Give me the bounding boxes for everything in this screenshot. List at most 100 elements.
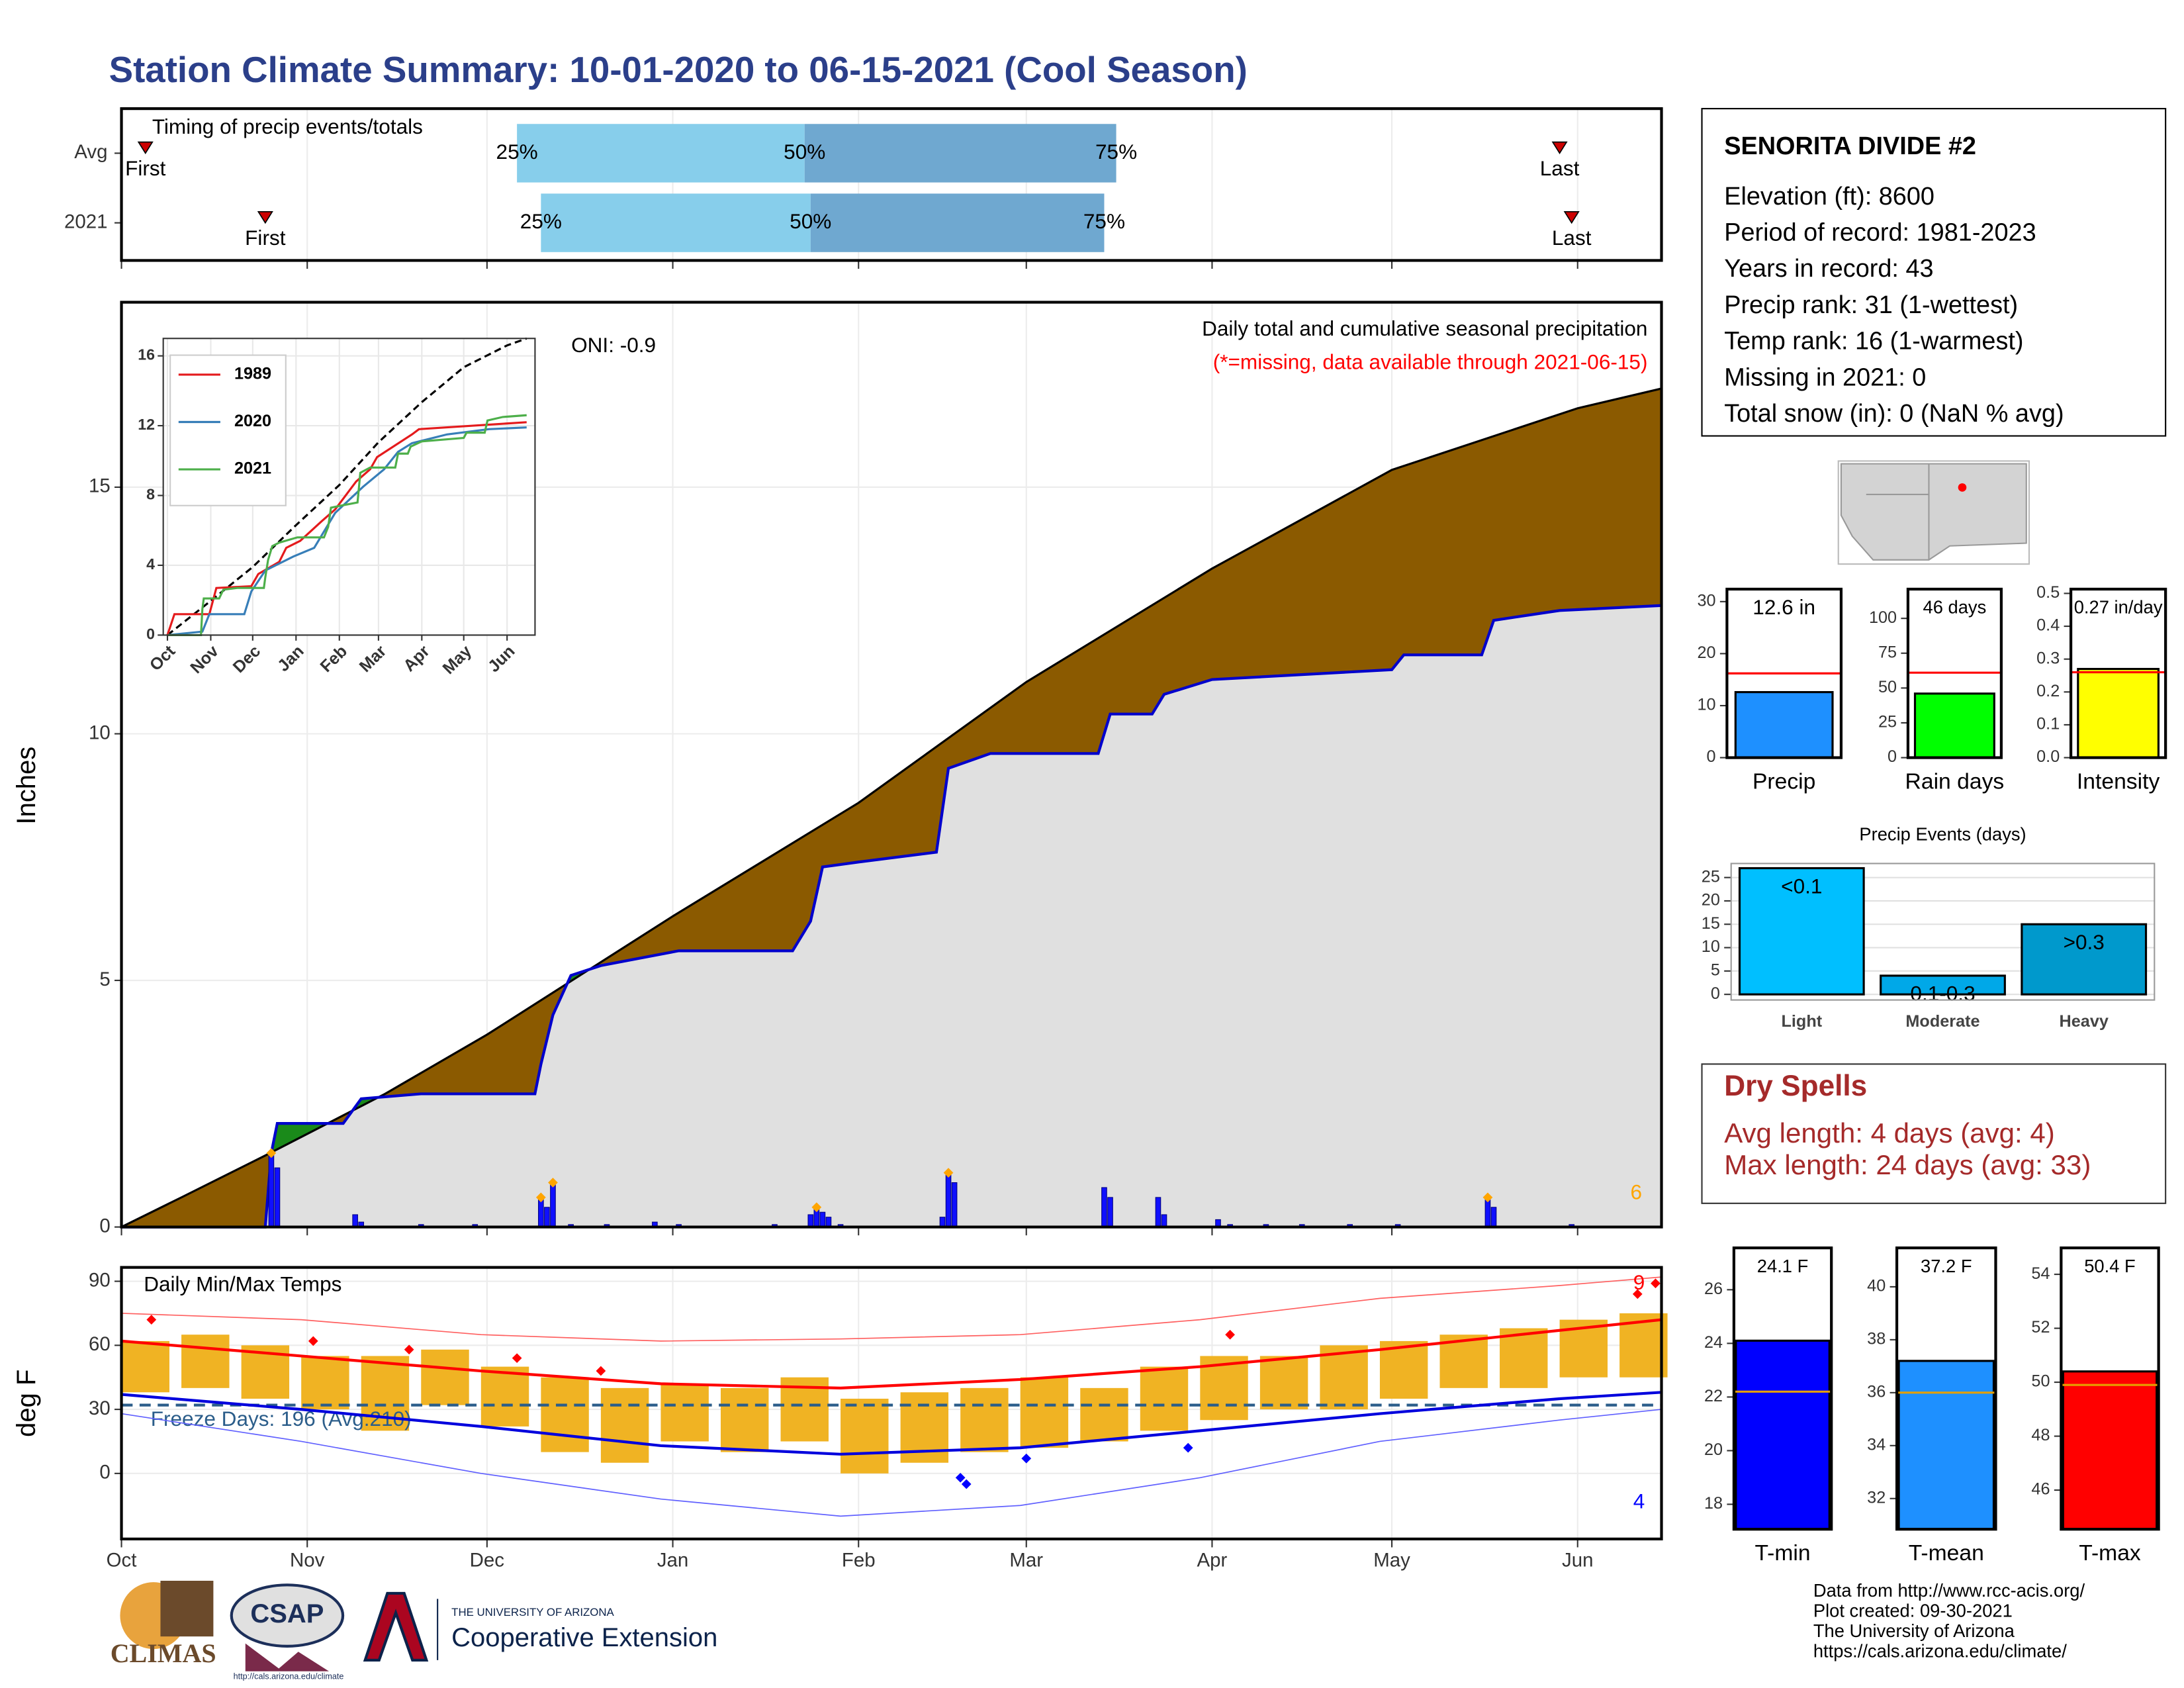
plot-frame (162, 338, 536, 636)
dry-spells-title: Dry Spells (1724, 1070, 1867, 1102)
dry-spells-box (1701, 1063, 2167, 1204)
y-tick-label: 0.1 (2036, 715, 2060, 733)
heavy-marker (535, 1192, 546, 1203)
daily-bar (352, 1214, 358, 1228)
y-tick-label: 22 (1704, 1387, 1723, 1405)
temperature-line (121, 1409, 1662, 1517)
x-tick-label: Jun (1562, 1549, 1593, 1571)
station-location (1958, 483, 1967, 492)
record-high-marker (1651, 1278, 1661, 1289)
temperature-line (121, 1391, 1662, 1456)
station-line: Missing in 2021: 0 (1724, 363, 1926, 391)
daily-range-bar (301, 1356, 349, 1410)
daily-range-bar (1080, 1387, 1128, 1442)
y-tick-label: 24 (1704, 1333, 1723, 1352)
record-high-marker (1225, 1329, 1235, 1340)
y-tick-label: 30 (89, 1397, 111, 1419)
record-low-marker (961, 1479, 972, 1489)
series-line (167, 337, 527, 636)
category-label: Rain days (1905, 769, 2005, 794)
bar (2021, 923, 2148, 996)
station-line: Elevation (ft): 8600 (1724, 183, 1934, 211)
y-tick-label: 100 (1869, 608, 1897, 627)
y-tick-label: 12 (138, 416, 155, 433)
event-marker (257, 211, 273, 224)
daily-bar (939, 1217, 946, 1228)
plot-frame (120, 301, 1663, 1229)
dry-spell-line: Avg length: 4 days (avg: 4) (1724, 1117, 2055, 1149)
daily-bar (1101, 1187, 1107, 1228)
value-label: 12.6 in (1752, 595, 1815, 619)
station-box (1701, 108, 2167, 437)
series-line (167, 426, 527, 636)
dry-spell-line: Max length: 24 days (avg: 33) (1724, 1149, 2091, 1180)
station-name: SENORITA DIVIDE #2 (1724, 132, 1976, 160)
plot-frame (1730, 863, 2156, 1001)
daily-bar (825, 1217, 832, 1228)
daily-bar (819, 1211, 826, 1228)
annotation: ONI: -0.9 (571, 333, 656, 357)
y-tick-label: 10 (1697, 696, 1715, 714)
bar (1897, 1360, 1995, 1530)
y-tick-label: 0 (99, 1215, 110, 1237)
quartile-band (804, 124, 1116, 183)
quartile-label: 25% (520, 209, 562, 233)
station-line: Total snow (in): 0 (NaN % avg) (1724, 400, 2064, 428)
daily-range-bar (541, 1377, 589, 1452)
category-label: T-max (2079, 1541, 2141, 1566)
record-high-marker (404, 1344, 414, 1355)
daily-range-bar (1259, 1356, 1308, 1410)
bar (1735, 1339, 1831, 1530)
station-line: Precip rank: 31 (1-wettest) (1724, 291, 2018, 319)
heavy-marker (548, 1178, 558, 1188)
y-tick-label: 46 (2031, 1480, 2050, 1499)
y-tick-label: 0.5 (2036, 583, 2060, 602)
heavy-marker (1482, 1192, 1493, 1203)
temperature-line (121, 1276, 1662, 1342)
ua-label: THE UNIVERSITY OF ARIZONA (451, 1606, 614, 1618)
plot-frame (120, 107, 1663, 262)
event-marker (137, 141, 154, 155)
daily-range-bar (121, 1340, 169, 1393)
y-tick-label: 5 (99, 968, 110, 990)
legend-box (169, 354, 287, 506)
daily-range-bar (1320, 1345, 1368, 1410)
season-line (121, 604, 1662, 1229)
y-tick-label: 8 (146, 486, 155, 503)
y-tick-label: 10 (1702, 937, 1720, 956)
daily-bar (268, 1152, 275, 1228)
value-label: 0.27 in/day (2074, 597, 2163, 618)
credit-line: https://cals.arizona.edu/climate/ (1813, 1641, 2067, 1662)
panel-title: Daily Min/Max Temps (144, 1272, 341, 1295)
legend-label: 1989 (234, 365, 271, 383)
y-tick-label: 25 (1878, 713, 1897, 731)
heavy-marker (266, 1148, 277, 1158)
y-tick-label: 30 (1697, 592, 1715, 610)
y-axis-label: Inches (12, 747, 41, 825)
plot-frame (1732, 1246, 1833, 1531)
y-tick-label: 50 (1878, 678, 1897, 696)
bar (2077, 667, 2160, 759)
event-label: Last (1552, 226, 1592, 250)
value-label: >0.3 (2064, 930, 2105, 954)
y-tick-label: 18 (1704, 1494, 1723, 1513)
record-high-marker (596, 1366, 606, 1376)
category-label: Precip (1752, 769, 1815, 794)
quartile-band (810, 193, 1105, 252)
plot-frame (1906, 587, 2003, 759)
daily-bar (1490, 1207, 1497, 1228)
season-area (121, 605, 1662, 1227)
quartile-band (517, 124, 805, 183)
record-high-marker (1632, 1289, 1643, 1299)
y-tick-label: 38 (1867, 1330, 1886, 1348)
daily-bar (1155, 1197, 1161, 1228)
y-tick-label: 32 (1867, 1488, 1886, 1507)
x-tick-label: Nov (290, 1549, 325, 1571)
y-tick-label: 52 (2031, 1318, 2050, 1336)
daily-range-bar (960, 1387, 1009, 1452)
climas-label: CLIMAS (111, 1638, 216, 1668)
event-label: First (125, 156, 166, 180)
y-tick-label: 10 (89, 722, 111, 743)
y-tick-label: 90 (89, 1269, 111, 1291)
event-marker (1551, 141, 1568, 155)
